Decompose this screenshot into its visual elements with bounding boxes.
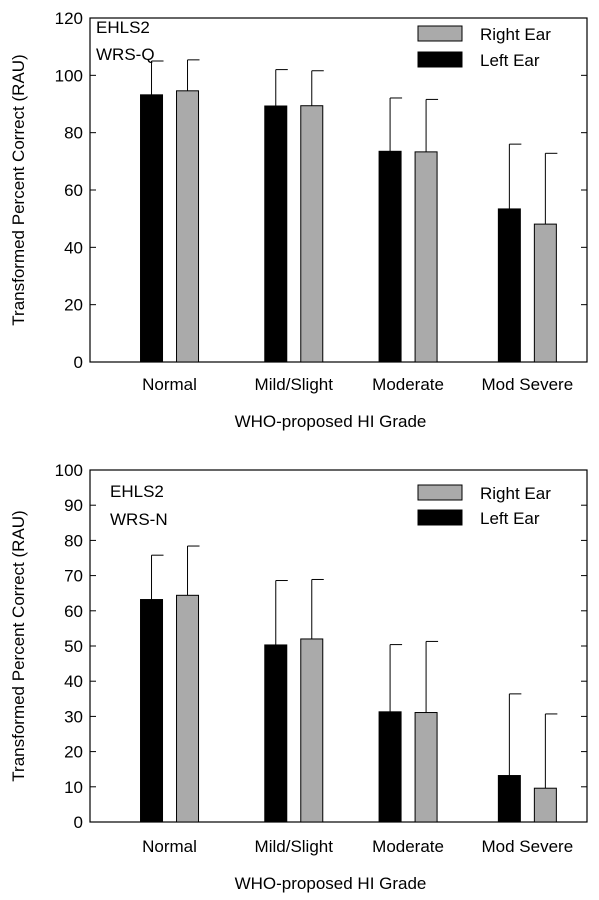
bar-right-ear bbox=[176, 90, 200, 363]
y-tick-label: 80 bbox=[64, 124, 83, 143]
bar-right-ear bbox=[300, 105, 324, 363]
y-tick-label: 70 bbox=[64, 567, 83, 586]
bar-right-ear bbox=[533, 787, 557, 823]
legend-label: Left Ear bbox=[480, 509, 540, 528]
panel-annotation: WRS-N bbox=[110, 510, 168, 529]
x-tick-label: Normal bbox=[142, 375, 197, 394]
y-tick-label: 20 bbox=[64, 296, 83, 315]
x-tick-label: Mild/Slight bbox=[255, 837, 334, 856]
bar-left-ear bbox=[264, 644, 288, 823]
y-axis-label: Transformed Percent Correct (RAU) bbox=[9, 54, 28, 325]
bar-right-ear bbox=[414, 712, 438, 823]
y-tick-label: 90 bbox=[64, 496, 83, 515]
y-tick-label: 120 bbox=[55, 9, 83, 28]
x-tick-label: Moderate bbox=[372, 375, 444, 394]
x-tick-label: Moderate bbox=[372, 837, 444, 856]
x-tick-label: Mod Severe bbox=[482, 375, 574, 394]
y-axis-label: Transformed Percent Correct (RAU) bbox=[9, 510, 28, 781]
y-tick-label: 30 bbox=[64, 707, 83, 726]
chart-panel-1: 0 20 40 60 80 100 120 Transformed Percent Corre… bbox=[9, 9, 588, 431]
panel-annotation: WRS-Q bbox=[96, 45, 155, 64]
x-axis-label: WHO-proposed HI Grade bbox=[235, 412, 427, 431]
bar-left-ear bbox=[140, 94, 164, 363]
y-tick-label: 50 bbox=[64, 637, 83, 656]
y-tick-label: 60 bbox=[64, 181, 83, 200]
y-tick-label: 100 bbox=[55, 66, 83, 85]
bar-right-ear bbox=[300, 638, 324, 823]
y-tick-label: 60 bbox=[64, 602, 83, 621]
bar-left-ear bbox=[497, 775, 521, 823]
y-tick-label: 20 bbox=[64, 743, 83, 762]
panel-annotation: EHLS2 bbox=[96, 18, 150, 37]
panel-annotation: EHLS2 bbox=[110, 482, 164, 501]
chart-panel-2: 0 10 20 30 40 50 60 70 80 90 100 Transformed Percen… bbox=[9, 461, 588, 893]
x-tick-label: Normal bbox=[142, 837, 197, 856]
y-tick-label: 40 bbox=[64, 238, 83, 257]
bar-left-ear bbox=[378, 150, 402, 363]
legend-swatch bbox=[417, 509, 463, 526]
bar-left-ear bbox=[140, 599, 164, 823]
bar-right-ear bbox=[533, 223, 557, 363]
bar-right-ear bbox=[414, 151, 438, 363]
legend-label: Right Ear bbox=[480, 25, 551, 44]
y-tick-label: 80 bbox=[64, 531, 83, 550]
bar-left-ear bbox=[497, 208, 521, 363]
legend-label: Left Ear bbox=[480, 51, 540, 70]
y-tick-label: 10 bbox=[64, 778, 83, 797]
legend-label: Right Ear bbox=[480, 484, 551, 503]
legend-swatch bbox=[417, 484, 463, 501]
y-tick-label: 0 bbox=[74, 813, 83, 832]
y-tick-label: 100 bbox=[55, 461, 83, 480]
x-tick-label: Mild/Slight bbox=[255, 375, 334, 394]
x-axis-label: WHO-proposed HI Grade bbox=[235, 874, 427, 893]
x-tick-label: Mod Severe bbox=[482, 837, 574, 856]
legend-swatch bbox=[417, 25, 463, 42]
bar-left-ear bbox=[378, 711, 402, 823]
bar-left-ear bbox=[264, 105, 288, 363]
legend-swatch bbox=[417, 51, 463, 68]
bar-right-ear bbox=[176, 594, 200, 823]
y-tick-label: 40 bbox=[64, 672, 83, 691]
y-tick-label: 0 bbox=[74, 353, 83, 372]
